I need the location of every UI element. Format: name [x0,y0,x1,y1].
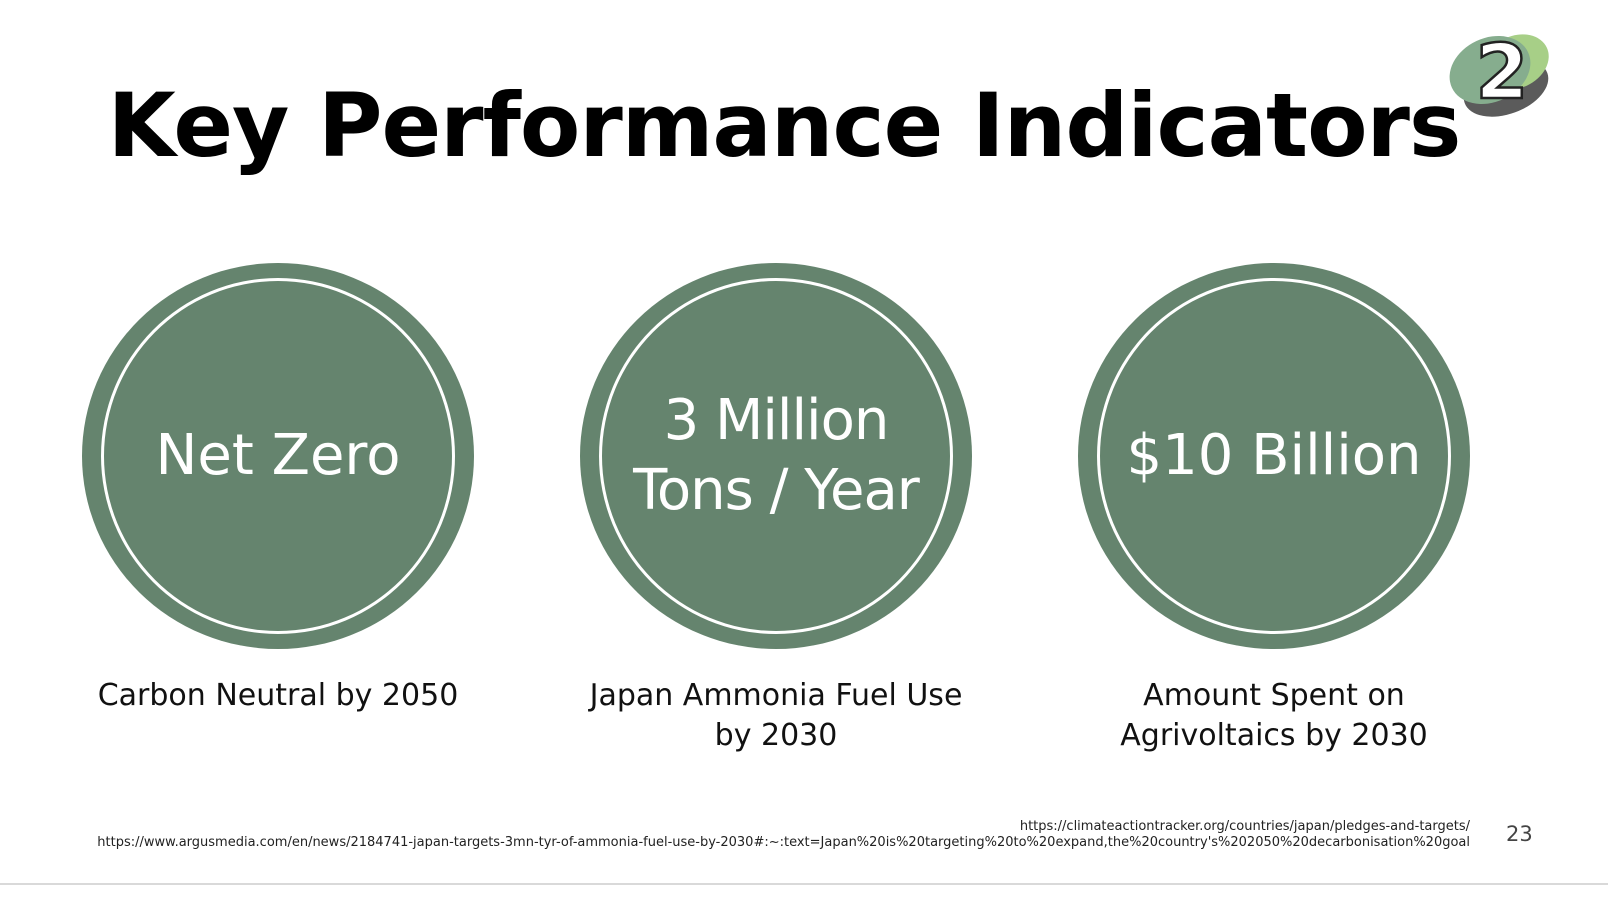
kpi-ammonia: 3 Million Tons / Year [580,263,972,649]
kpi-circle: 3 Million Tons / Year [580,263,972,649]
kpi-value: Net Zero [155,423,401,488]
kpi-value: 3 Million Tons / Year [633,388,920,523]
slide-title: Key Performance Indicators [107,74,1462,177]
kpi-caption: Japan Ammonia Fuel Use by 2030 [589,678,963,753]
source-link[interactable]: https://www.argusmedia.com/en/news/21847… [97,835,1470,850]
kpi-net-zero: Net Zero [82,263,474,649]
logo-number: 2 [1476,27,1529,116]
kpi-circle: Net Zero [82,263,474,649]
source-link[interactable]: https://climateactiontracker.org/countri… [1019,819,1470,834]
kpi-caption: Amount Spent on Agrivoltaics by 2030 [1120,678,1428,753]
divider [0,883,1608,885]
kpi-value: $10 Billion [1126,423,1422,488]
logo-icon: 2 [1449,26,1549,117]
kpi-caption: Carbon Neutral by 2050 [97,678,459,713]
page-number: 23 [1506,822,1533,846]
kpi-circle: $10 Billion [1078,263,1470,649]
kpi-agrivoltaics: $10 Billion [1078,263,1470,649]
